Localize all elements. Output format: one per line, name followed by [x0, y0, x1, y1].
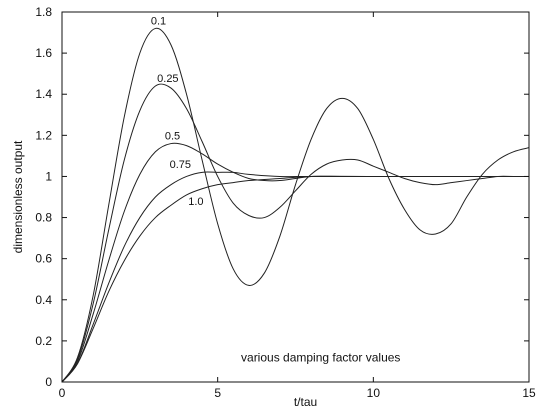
curve-damping-0-5 [62, 142, 529, 382]
curve-label: 0.1 [151, 15, 166, 27]
x-axis-title: t/tau [294, 395, 317, 409]
x-tick-label: 10 [367, 386, 381, 400]
curve-label: 1.0 [188, 196, 203, 208]
curve-damping-0-1 [62, 27, 529, 382]
y-tick-label: 1.8 [35, 5, 52, 19]
y-tick-label: 1.6 [35, 46, 52, 60]
x-tick-label: 15 [522, 386, 536, 400]
y-tick-label: 0.2 [35, 334, 52, 348]
x-tick-label: 0 [59, 386, 66, 400]
x-tick-label: 5 [214, 386, 221, 400]
curve-label: 0.5 [165, 130, 180, 142]
y-tick-label: 1.4 [35, 87, 52, 101]
chart-axes: 0 5 10 15 0 0.2 0.4 0.6 0.8 1 1.2 1.4 1.6 1.8 [35, 5, 536, 400]
y-tick-label: 0.8 [35, 211, 52, 225]
curve-damping-0-25 [62, 83, 529, 382]
y-tick-label: 1.2 [35, 128, 52, 142]
curve-label: 0.75 [170, 159, 191, 171]
chart-labels: 0.1 0.25 0.5 0.75 1.0 [151, 15, 204, 208]
chart-curves [62, 27, 529, 382]
y-tick-label: 0.6 [35, 252, 52, 266]
y-tick-label: 1 [45, 169, 52, 183]
curve-damping-1-0 [62, 175, 529, 382]
chart-annotation: various damping factor values [241, 350, 400, 364]
plot-frame [61, 11, 530, 383]
y-tick-label: 0.4 [35, 293, 52, 307]
y-axis-title: dimensionless output [11, 140, 25, 253]
curve-label: 0.25 [157, 73, 178, 85]
y-tick-label: 0 [45, 375, 52, 389]
